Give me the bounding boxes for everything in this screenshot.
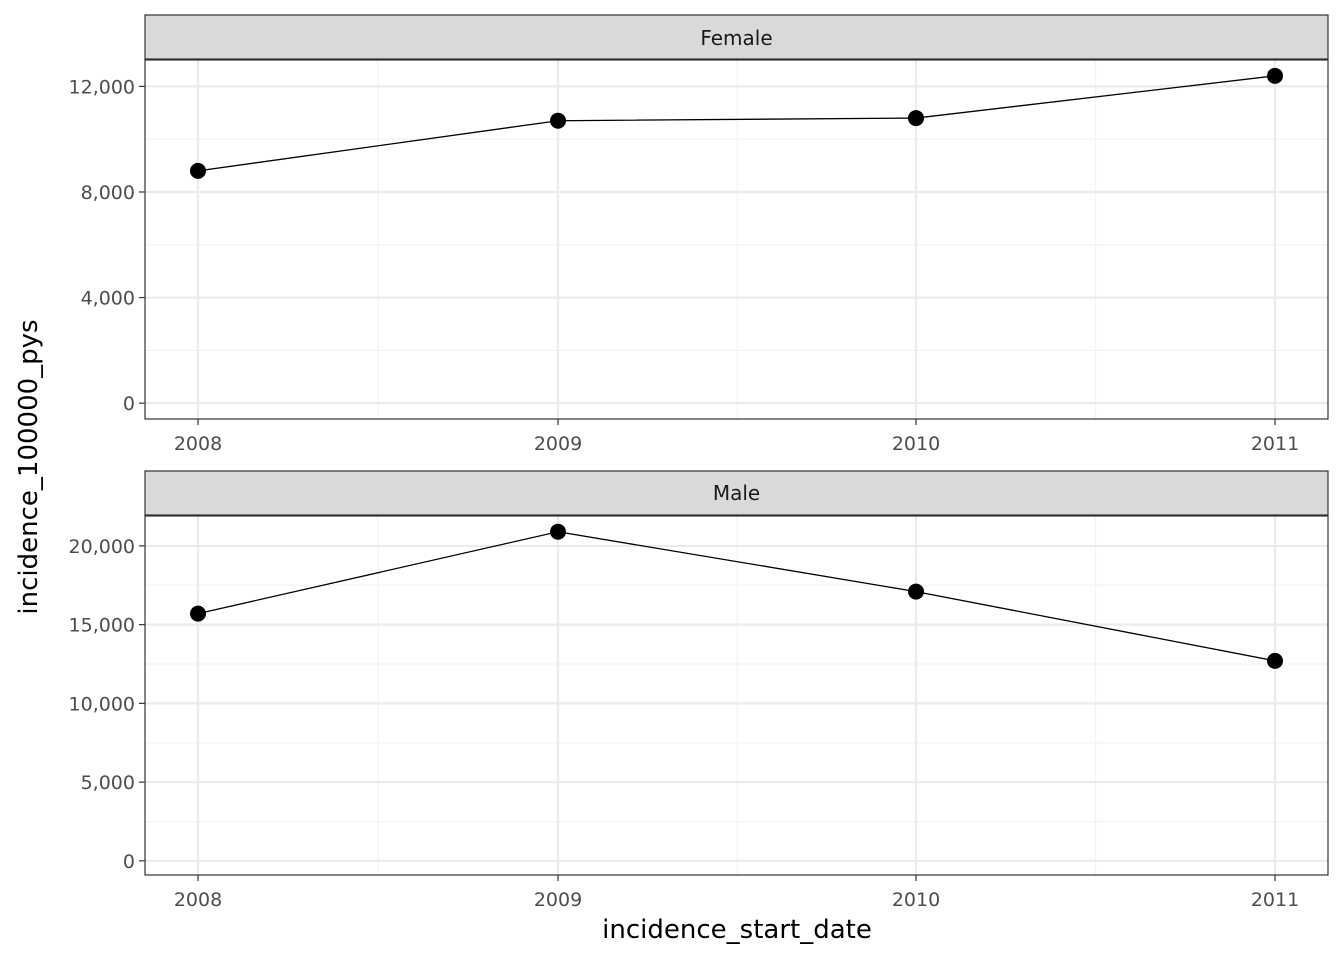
x-tick-label: 2008 <box>174 889 222 911</box>
panel-female-series <box>190 67 1283 179</box>
data-point-female-2011 <box>1267 67 1283 84</box>
strip-label-male: Male <box>713 481 760 505</box>
data-point-male-2011 <box>1267 652 1283 669</box>
x-tick-label: 2009 <box>534 889 582 911</box>
panel-male-x-axis: 2008 2009 2010 2011 <box>174 875 1299 911</box>
panel-female-border <box>144 59 1329 420</box>
y-tick-label: 0 <box>123 851 135 873</box>
data-point-female-2009 <box>550 112 566 129</box>
y-axis-title: incidence_100000_pys <box>14 319 44 614</box>
y-tick-label: 15,000 <box>69 615 135 637</box>
y-tick-label: 0 <box>123 393 135 415</box>
x-tick-label: 2010 <box>892 889 940 911</box>
x-tick-label: 2011 <box>1251 889 1299 911</box>
x-tick-label: 2011 <box>1251 433 1299 455</box>
y-tick-label: 8,000 <box>81 182 135 204</box>
y-tick-label: 5,000 <box>81 772 135 794</box>
y-tick-label: 10,000 <box>69 693 135 715</box>
strip-male <box>144 470 1329 516</box>
y-tick-label: 4,000 <box>81 288 135 310</box>
panel-male-series <box>190 523 1283 669</box>
y-tick-label: 20,000 <box>69 536 135 558</box>
strip-female <box>144 14 1329 60</box>
panel-male-y-axis: 0 5,000 10,000 15,000 20,000 <box>69 536 145 873</box>
data-point-female-2010 <box>908 110 924 127</box>
panel-female-x-axis: 2008 2009 2010 2011 <box>174 419 1299 455</box>
x-tick-label: 2009 <box>534 433 582 455</box>
data-point-female-2008 <box>190 162 206 179</box>
data-point-male-2008 <box>190 605 206 622</box>
x-tick-label: 2008 <box>174 433 222 455</box>
panel-male-border <box>144 515 1329 876</box>
y-tick-label: 12,000 <box>69 76 135 98</box>
data-point-male-2009 <box>550 523 566 540</box>
panel-female: Female 0 4,000 8,000 12,000 2008 2009 2010 201… <box>69 14 1329 455</box>
panel-male-grid <box>145 516 1328 875</box>
x-tick-label: 2010 <box>892 433 940 455</box>
x-axis-title: incidence_start_date <box>602 915 872 945</box>
series-line-female <box>197 75 1276 172</box>
panel-female-y-axis: 0 4,000 8,000 12,000 <box>69 76 145 415</box>
series-line-male <box>197 531 1276 662</box>
strip-label-female: Female <box>700 26 772 50</box>
data-point-male-2010 <box>908 583 924 600</box>
